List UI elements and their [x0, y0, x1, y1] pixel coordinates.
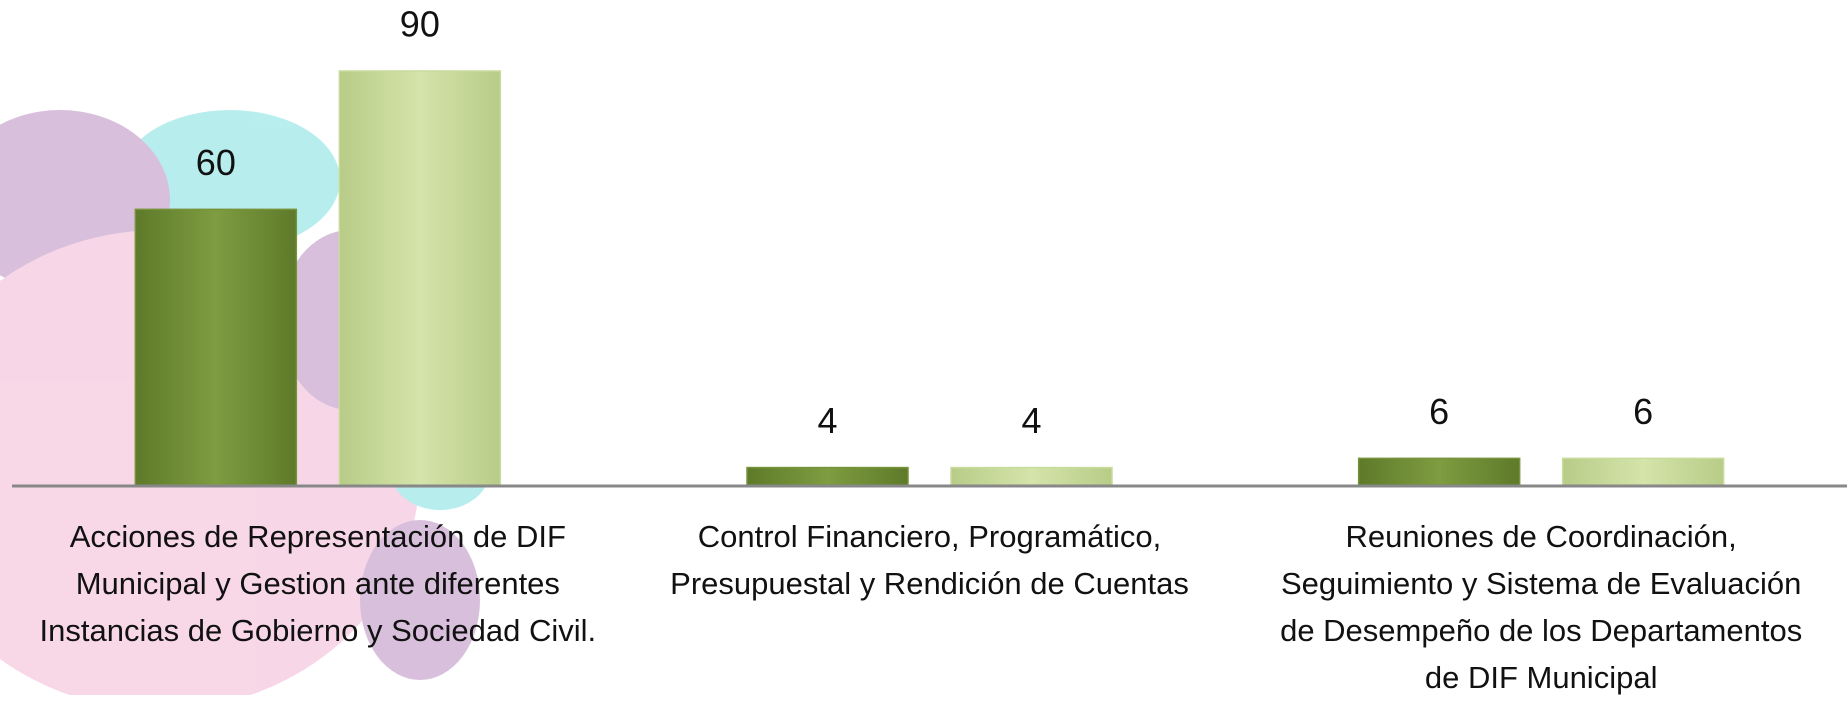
value-label: 60: [196, 142, 236, 183]
value-label: 90: [400, 4, 440, 45]
bar: [746, 466, 909, 487]
value-label: 4: [817, 400, 837, 441]
bar: [950, 466, 1113, 487]
category-label: Control Financiero, Programático, Presup…: [670, 519, 1189, 601]
category-label: Reuniones de Coordinación, Seguimiento y…: [1280, 519, 1803, 695]
category-label: Acciones de Representación de DIF Munici…: [39, 519, 597, 648]
bar: [1561, 457, 1725, 487]
value-label: 6: [1633, 391, 1653, 432]
bar: [1357, 457, 1521, 487]
value-label: 4: [1021, 400, 1041, 441]
bar: [338, 70, 502, 487]
value-label: 6: [1429, 391, 1449, 432]
bar: [134, 208, 298, 487]
